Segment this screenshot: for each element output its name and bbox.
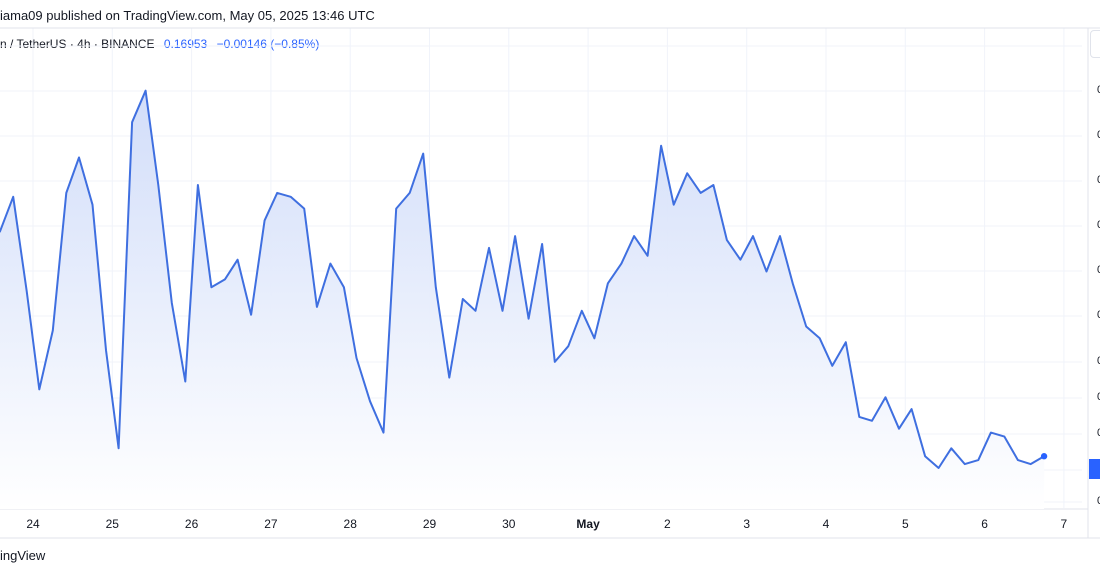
x-tick-label: 3 xyxy=(743,517,750,531)
price-area-fill xyxy=(0,90,1045,509)
publish-info: iama09 published on TradingView.com, May… xyxy=(0,8,375,23)
brand-footer: ingView xyxy=(0,548,46,563)
x-tick-label: 6 xyxy=(981,517,988,531)
x-tick-label: 5 xyxy=(902,517,909,531)
last-price-dot xyxy=(1040,453,1048,460)
symbol-line: n / TetherUS · 4h · BINANCE 0.16953 −0.0… xyxy=(0,37,319,51)
x-tick-label: 2 xyxy=(664,517,671,531)
y-tick-label: 0 xyxy=(1097,174,1100,186)
last-price-marker xyxy=(1089,459,1100,479)
x-tick-label: 27 xyxy=(264,517,278,531)
y-tick-label: 0 xyxy=(1097,309,1100,321)
y-tick-label: 0 xyxy=(1097,391,1100,403)
scale-toggle-button[interactable] xyxy=(1090,30,1100,58)
y-tick-label: 0 xyxy=(1097,355,1100,367)
x-tick-label: May xyxy=(576,517,600,531)
y-tick-label: 0 xyxy=(1097,219,1100,231)
y-tick-label: 0 xyxy=(1097,427,1100,439)
x-tick-label: 28 xyxy=(344,517,358,531)
y-tick-label: 0 xyxy=(1097,495,1100,507)
x-tick-label: 25 xyxy=(106,517,120,531)
price-line xyxy=(0,89,1045,469)
x-tick-label: 7 xyxy=(1061,517,1068,531)
x-axis-ticks: 24 25 26 27 28 29 30 May 2 3 4 5 6 7 xyxy=(26,517,1067,531)
y-tick-label: 0 xyxy=(1097,264,1100,276)
symbol-name: n / TetherUS · 4h · BINANCE xyxy=(0,37,155,51)
price-change: −0.00146 (−0.85%) xyxy=(216,37,320,51)
y-tick-label: 0 xyxy=(1097,84,1100,96)
x-tick-label: 30 xyxy=(502,517,516,531)
x-tick-label: 26 xyxy=(185,517,199,531)
x-tick-label: 29 xyxy=(423,517,437,531)
y-tick-label: 0 xyxy=(1097,129,1100,141)
x-tick-label: 4 xyxy=(823,517,830,531)
last-price: 0.16953 xyxy=(163,37,208,51)
x-tick-label: 24 xyxy=(26,517,40,531)
